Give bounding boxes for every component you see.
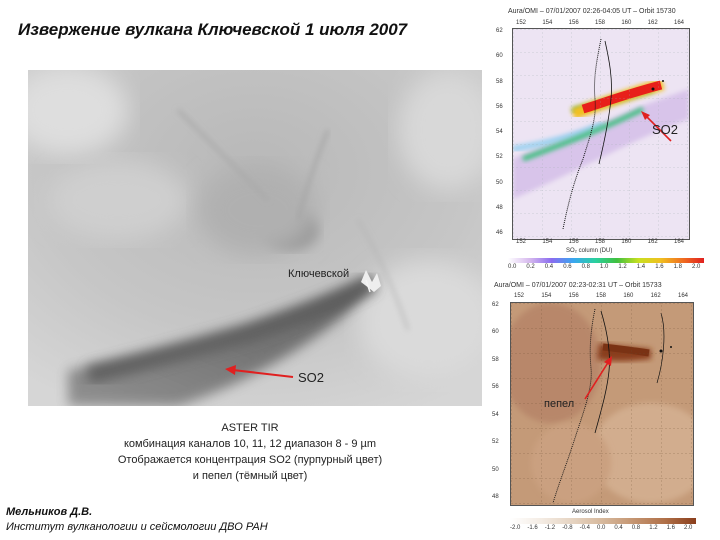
ash-map (510, 302, 694, 506)
tick-label: 154 (542, 20, 553, 26)
tick-label: 50 (496, 179, 503, 186)
tick-label: 50 (492, 466, 499, 473)
volcano-label: Ключевской (288, 268, 350, 280)
tick-label: 52 (496, 154, 503, 161)
so2-map (512, 28, 690, 240)
author-institute: Институт вулканологии и сейсмологии ДВО … (6, 521, 268, 533)
caption-line-3: Отображается концентрация SO2 (пурпурный… (117, 454, 383, 466)
so2-label: SO2 (298, 370, 325, 385)
tick-label: 56 (496, 103, 503, 110)
tick-label: 164 (674, 20, 685, 26)
so2-scale-label: SO₂ column (DU) (566, 248, 613, 254)
tick-label: 0.0 (597, 525, 606, 531)
tick-label: -0.8 (562, 525, 573, 531)
tick-label: 156 (568, 239, 579, 245)
tick-label: 1.6 (666, 525, 675, 531)
author-name: Мельников Д.В. (6, 506, 93, 518)
tick-label: 46 (496, 230, 503, 236)
tick-label: 1.4 (636, 264, 646, 270)
caption-line-4: и пепел (тёмный цвет) (192, 470, 308, 482)
ash-map-annotation: пепел (544, 398, 575, 410)
tick-label: 154 (542, 239, 553, 245)
tick-label: 162 (647, 239, 658, 245)
so2-top-ticks: 152 154 156 158 160 162 164 (516, 20, 686, 30)
tick-label: 1.8 (673, 264, 682, 270)
caption-line-1: ASTER TIR (221, 422, 279, 434)
tick-label: 1.6 (655, 264, 664, 270)
tick-label: 62 (496, 28, 503, 34)
tick-label: 162 (647, 20, 658, 26)
tick-label: 2.0 (692, 264, 701, 270)
tick-label: 0.8 (631, 525, 641, 531)
so2-map-annotation: SO2 (652, 122, 679, 137)
tick-label: 58 (496, 78, 503, 85)
tick-label: 1.2 (649, 525, 658, 531)
tick-label: 160 (623, 293, 634, 299)
tick-label: 54 (492, 411, 499, 418)
tick-label: 158 (595, 20, 606, 26)
aster-satellite-image: Ключевской SO2 (28, 70, 482, 406)
ash-scale-label: Aerosol Index (572, 509, 609, 515)
tick-label: -0.4 (579, 525, 590, 531)
tick-label: 164 (674, 239, 685, 245)
so2-map-panel: Aura/OMI – 07/01/2007 02:26-04:05 UT – O… (488, 6, 716, 274)
tick-label: 0.2 (526, 264, 535, 270)
so2-color-scale (508, 258, 704, 263)
tick-label: 160 (621, 20, 632, 26)
image-caption: ASTER TIR комбинация каналов 10, 11, 12 … (60, 420, 440, 484)
so2-map-header: Aura/OMI – 07/01/2007 02:26-04:05 UT – O… (508, 8, 676, 15)
tick-label: 0.0 (508, 264, 517, 270)
tick-label: 56 (492, 384, 499, 391)
tick-label: 152 (516, 239, 527, 245)
tick-label: 1.0 (600, 264, 609, 270)
tick-label: 0.8 (581, 264, 590, 270)
tick-label: 158 (596, 293, 607, 299)
so2-left-ticks: 62 60 58 56 54 52 50 48 46 (492, 28, 512, 238)
tick-label: 2.0 (684, 525, 693, 531)
tick-label: 60 (492, 329, 499, 336)
tick-label: 54 (496, 129, 503, 135)
tick-label: 1.2 (618, 264, 627, 270)
tick-label: 0.6 (563, 264, 572, 270)
so2-scale-ticks: 0.0 0.2 0.4 0.6 0.8 1.0 1.2 1.4 1.6 1.8 2.0 (508, 264, 704, 274)
tick-label: 58 (492, 356, 499, 363)
tick-label: 156 (568, 20, 579, 26)
tick-label: 152 (514, 293, 525, 299)
tick-label: 60 (496, 53, 503, 60)
tick-label: 156 (568, 293, 579, 299)
tick-label: 52 (492, 439, 499, 446)
ash-scale-ticks: -2.0 -1.6 -1.2 -0.8 -0.4 0.0 0.4 0.8 1.2 1.6 2.0 (510, 525, 696, 535)
tick-label: 0.4 (544, 264, 554, 270)
tick-label: 158 (595, 239, 606, 245)
ash-top-ticks: 152 154 156 158 160 162 164 (514, 293, 690, 303)
tick-label: 160 (621, 239, 632, 245)
ash-map-header: Aura/OMI – 07/01/2007 02:23-02:31 UT – O… (494, 282, 662, 289)
tick-label: 62 (492, 302, 499, 308)
tick-label: 48 (496, 204, 503, 211)
tick-label: 164 (678, 293, 689, 299)
ash-color-scale (510, 518, 696, 524)
tick-label: 152 (516, 20, 527, 26)
so2-bottom-ticks: 152 154 156 158 160 162 164 (516, 239, 686, 249)
ash-left-ticks: 62 60 58 56 54 52 50 48 (488, 302, 510, 502)
tick-label: 162 (650, 293, 661, 299)
tick-label: -2.0 (510, 525, 521, 531)
tick-label: 0.4 (614, 525, 623, 531)
ash-map-panel: Aura/OMI – 07/01/2007 02:23-02:31 UT – O… (484, 280, 716, 538)
tick-label: 154 (541, 293, 552, 299)
page-title: Извержение вулкана Ключевской 1 июля 200… (18, 20, 408, 39)
author-block: Мельников Д.В. Институт вулканологии и с… (6, 505, 268, 535)
tick-label: -1.6 (527, 525, 538, 531)
tick-label: -1.2 (544, 525, 556, 531)
tick-label: 48 (492, 494, 499, 500)
caption-line-2: комбинация каналов 10, 11, 12 диапазон 8… (123, 438, 377, 450)
